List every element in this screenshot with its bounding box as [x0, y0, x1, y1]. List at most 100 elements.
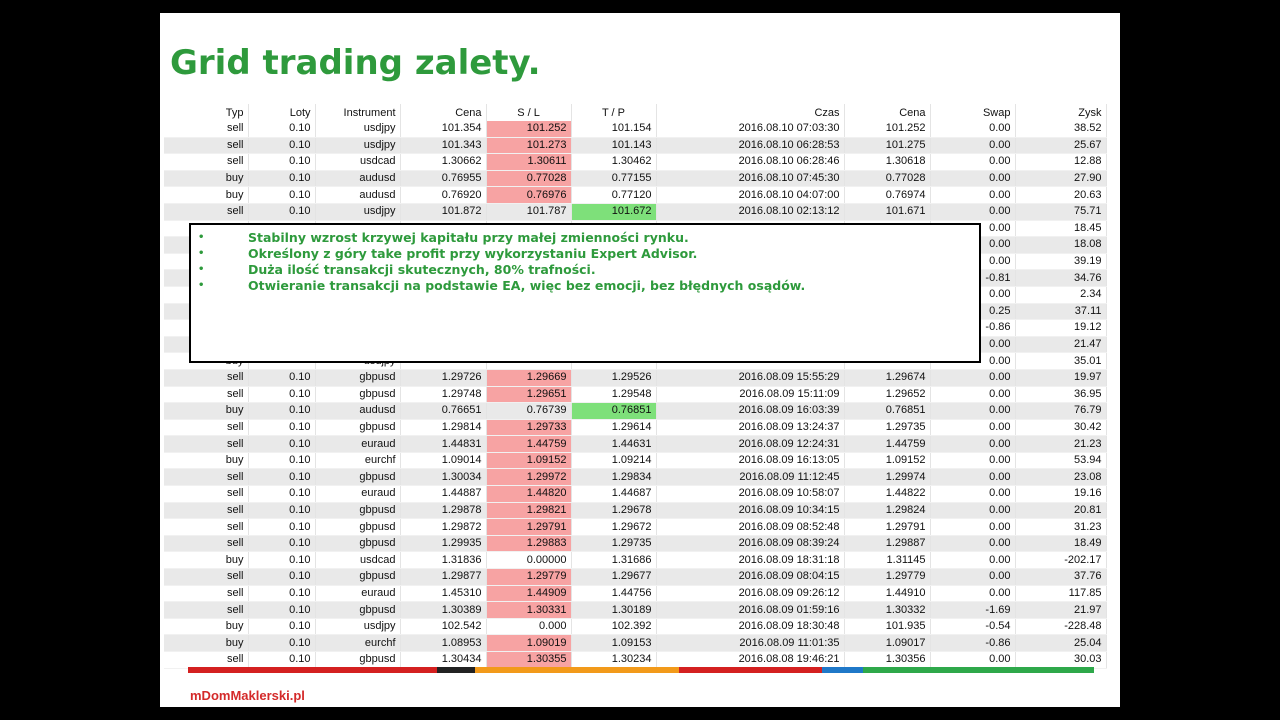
table-cell: 101.252 — [486, 121, 572, 138]
table-cell: 0.10 — [248, 634, 316, 652]
column-header[interactable]: Cena — [844, 104, 931, 121]
table-cell: sell — [164, 502, 249, 520]
table-cell: 1.30034 — [400, 468, 487, 487]
table-row[interactable]: sell 0.10 gbpusd 1.29748 1.29651 1.29548 2016.… — [164, 386, 1107, 404]
table-cell: 0.00 — [930, 568, 1016, 586]
advantages-callout: • Stabilny wzrost krzywej kapitału przy m… — [189, 223, 981, 363]
table-cell: 0.77155 — [571, 170, 657, 188]
table-cell: audusd — [315, 186, 401, 204]
table-cell: 19.16 — [1015, 485, 1107, 503]
table-cell: 0.77120 — [571, 186, 657, 204]
table-row[interactable]: sell 0.10 gbpusd 1.29935 1.29883 1.29735 2016.… — [164, 535, 1107, 553]
table-cell: -1.69 — [930, 601, 1016, 619]
table-cell: 2016.08.10 02:13:12 — [656, 203, 845, 221]
table-cell: 21.23 — [1015, 435, 1107, 453]
table-cell: 0.10 — [248, 121, 316, 138]
advantage-item: • Określony z góry take profit przy wykor… — [191, 246, 979, 262]
column-header[interactable]: Zysk — [1015, 104, 1107, 121]
table-cell: 2016.08.09 08:04:15 — [656, 568, 845, 586]
table-cell: 2016.08.09 16:13:05 — [656, 452, 845, 470]
table-cell: 101.935 — [844, 618, 931, 636]
table-cell: 0.76955 — [400, 170, 487, 188]
table-cell: 117.85 — [1015, 585, 1107, 603]
column-header[interactable]: Swap — [930, 104, 1016, 121]
table-cell: 38.52 — [1015, 121, 1107, 138]
table-cell: 102.542 — [400, 618, 487, 636]
table-cell: 0.00 — [930, 435, 1016, 453]
table-cell: sell — [164, 601, 249, 619]
table-cell: 2016.08.10 07:45:30 — [656, 170, 845, 188]
table-row[interactable]: buy 0.10 audusd 0.76920 0.76976 0.77120 2016.0… — [164, 186, 1107, 204]
table-row[interactable]: buy 0.10 eurchf 1.08953 1.09019 1.09153 2016.0… — [164, 634, 1107, 652]
table-cell: sell — [164, 386, 249, 404]
table-row[interactable]: sell 0.10 usdjpy 101.354 101.252 101.154 2016.… — [164, 121, 1107, 138]
column-header[interactable]: Typ — [164, 104, 249, 121]
table-row[interactable]: sell 0.10 gbpusd 1.30389 1.30331 1.30189 2016.… — [164, 601, 1107, 619]
table-row[interactable]: sell 0.10 euraud 1.45310 1.44909 1.44756 2016.… — [164, 585, 1107, 603]
table-cell: 1.09017 — [844, 634, 931, 652]
table-cell: sell — [164, 153, 249, 171]
column-header[interactable]: Cena — [400, 104, 487, 121]
column-header[interactable]: T / P — [571, 104, 657, 121]
table-cell: -0.54 — [930, 618, 1016, 636]
table-cell: 101.143 — [571, 137, 657, 155]
table-row[interactable]: sell 0.10 gbpusd 1.29726 1.29669 1.29526 2016.… — [164, 369, 1107, 387]
table-cell: 0.00 — [930, 585, 1016, 603]
table-cell: 1.09214 — [571, 452, 657, 470]
table-cell: 1.44759 — [486, 435, 572, 453]
table-cell: 2.34 — [1015, 286, 1107, 304]
table-cell: 1.30355 — [486, 651, 572, 669]
table-cell: 0.00 — [930, 468, 1016, 487]
table-row[interactable]: sell 0.10 euraud 1.44831 1.44759 1.44631 2016.… — [164, 435, 1107, 453]
table-cell: 1.44820 — [486, 485, 572, 503]
table-row[interactable]: buy 0.10 audusd 0.76955 0.77028 0.77155 2016.0… — [164, 170, 1107, 188]
table-cell: 0.10 — [248, 369, 316, 387]
table-cell: 1.44909 — [486, 585, 572, 603]
table-row[interactable]: sell 0.10 gbpusd 1.29878 1.29821 1.29678 2016.… — [164, 502, 1107, 520]
table-cell: 0.00 — [930, 551, 1016, 570]
column-header[interactable]: Czas — [656, 104, 845, 121]
advantage-text: Otwieranie transakcji na podstawie EA, w… — [248, 278, 806, 293]
column-header[interactable]: S / L — [486, 104, 572, 121]
table-cell: 1.30618 — [844, 153, 931, 171]
table-row[interactable]: buy 0.10 usdcad 1.31836 0.00000 1.31686 2016.0… — [164, 551, 1107, 570]
table-cell: 2016.08.10 06:28:53 — [656, 137, 845, 155]
table-cell: 1.30189 — [571, 601, 657, 619]
table-row[interactable]: buy 0.10 audusd 0.76651 0.76739 0.76851 2016.0… — [164, 402, 1107, 420]
table-cell: 0.00 — [930, 651, 1016, 669]
table-row[interactable]: sell 0.10 gbpusd 1.29877 1.29779 1.29677 2016.… — [164, 568, 1107, 586]
table-row[interactable]: sell 0.10 gbpusd 1.29872 1.29791 1.29672 2016.… — [164, 518, 1107, 536]
table-cell: 1.29883 — [486, 535, 572, 553]
table-row[interactable]: sell 0.10 gbpusd 1.30034 1.29972 1.29834 2016.… — [164, 468, 1107, 487]
table-row[interactable]: buy 0.10 eurchf 1.09014 1.09152 1.09214 2016.0… — [164, 452, 1107, 470]
table-cell: usdcad — [315, 153, 401, 171]
table-cell: 1.29733 — [486, 419, 572, 437]
table-cell: 34.76 — [1015, 269, 1107, 287]
table-row[interactable]: sell 0.10 gbpusd 1.30434 1.30355 1.30234 2016.… — [164, 651, 1107, 669]
table-cell: 30.42 — [1015, 419, 1107, 437]
table-cell: 2016.08.09 08:52:48 — [656, 518, 845, 536]
table-cell: 102.392 — [571, 618, 657, 636]
table-cell: 0.10 — [248, 651, 316, 669]
table-row[interactable]: buy 0.10 usdjpy 102.542 0.000 102.392 2016.08.… — [164, 618, 1107, 636]
table-cell: 1.29651 — [486, 386, 572, 404]
table-row[interactable]: sell 0.10 usdcad 1.30662 1.30611 1.30462 2016.… — [164, 153, 1107, 171]
table-cell: 0.00 — [930, 452, 1016, 470]
table-cell: 1.30234 — [571, 651, 657, 669]
table-cell: 1.29877 — [400, 568, 487, 586]
column-header[interactable]: Instrument — [315, 104, 401, 121]
table-cell: sell — [164, 203, 249, 221]
table-row[interactable]: sell 0.10 usdjpy 101.343 101.273 101.143 2016.… — [164, 137, 1107, 155]
table-cell: 1.29878 — [400, 502, 487, 520]
table-cell: gbpusd — [315, 568, 401, 586]
table-cell: 1.30434 — [400, 651, 487, 669]
table-row[interactable]: sell 0.10 euraud 1.44887 1.44820 1.44687 2016.… — [164, 485, 1107, 503]
table-row[interactable]: sell 0.10 usdjpy 101.872 101.787 101.672 2016.… — [164, 203, 1107, 221]
table-cell: buy — [164, 402, 249, 420]
table-cell: 27.90 — [1015, 170, 1107, 188]
table-cell: audusd — [315, 170, 401, 188]
table-cell: 18.45 — [1015, 220, 1107, 238]
advantage-item: • Duża ilość transakcji skutecznych, 80% … — [191, 262, 979, 278]
table-row[interactable]: sell 0.10 gbpusd 1.29814 1.29733 1.29614 2016.… — [164, 419, 1107, 437]
column-header[interactable]: Loty — [248, 104, 316, 121]
